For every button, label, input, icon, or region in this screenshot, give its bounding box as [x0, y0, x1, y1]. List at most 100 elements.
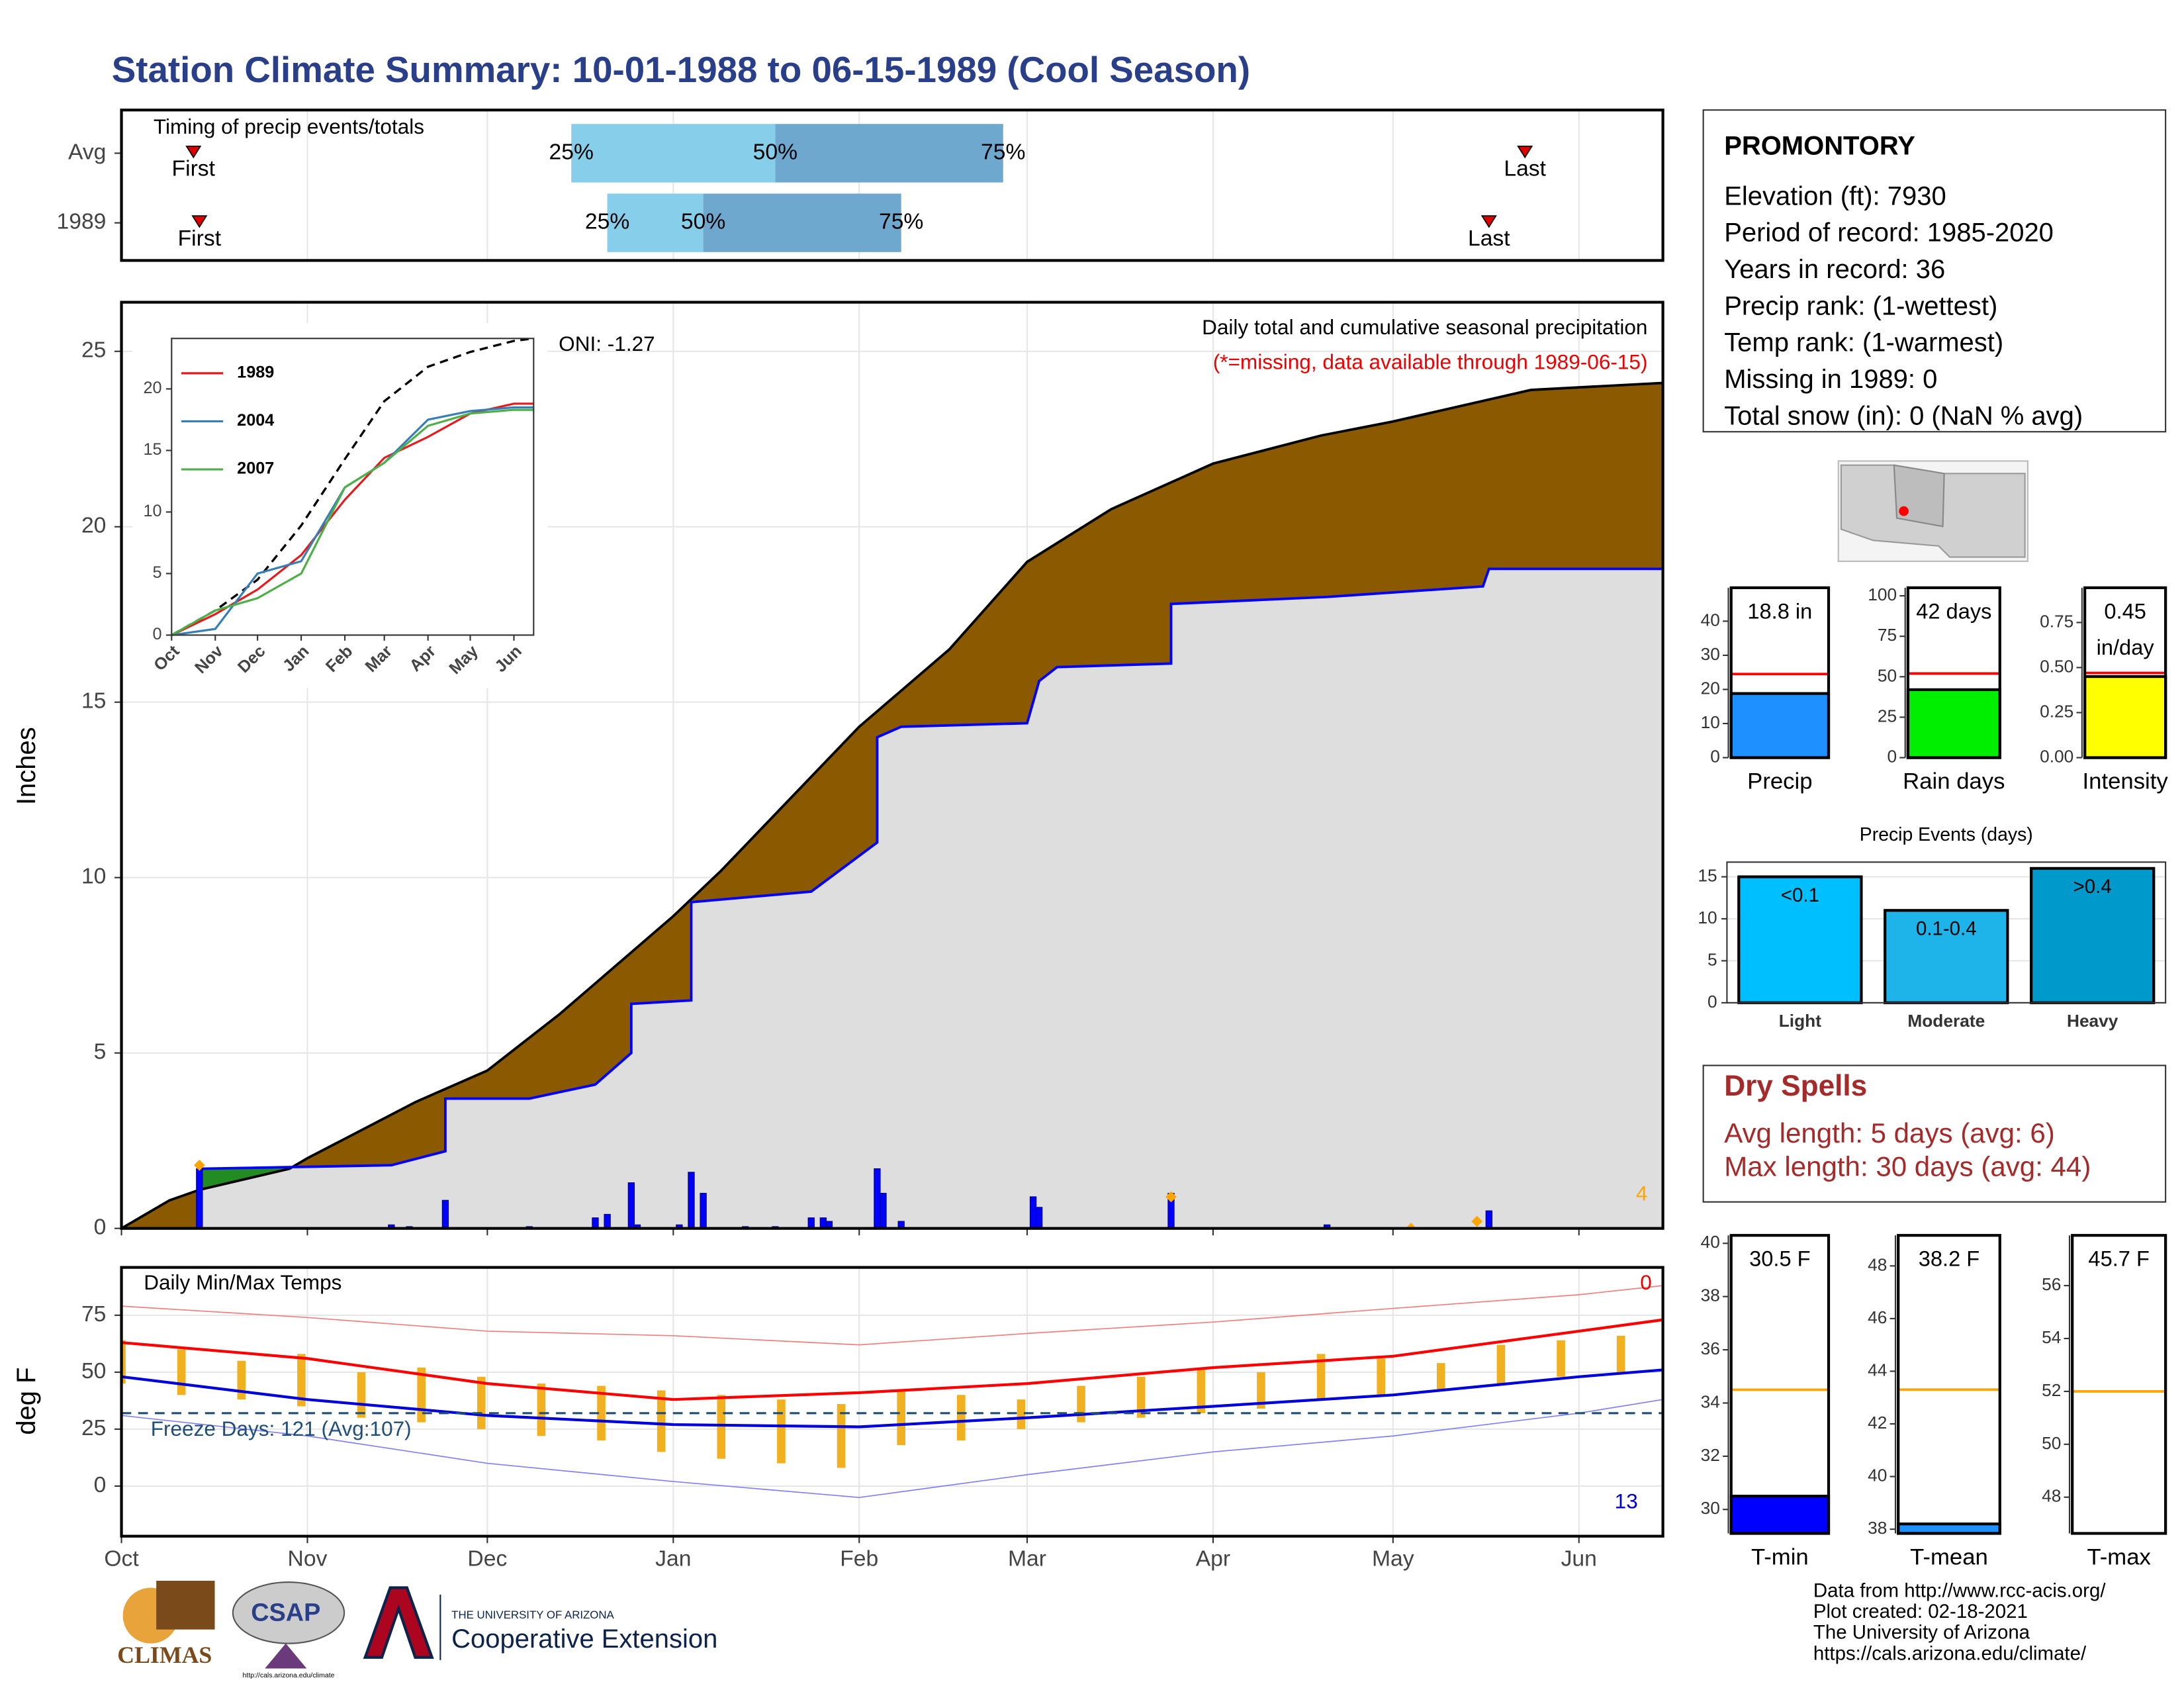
y-tick-label: 30 [1701, 644, 1720, 664]
daily-bar [700, 1193, 707, 1229]
station-box [1702, 109, 2167, 433]
daily-bar [441, 1199, 449, 1229]
quartile-label: 50% [753, 140, 797, 164]
avg-line [121, 381, 1663, 1229]
y-tick-label: 75 [1878, 625, 1897, 645]
y-tick-label: 48 [2042, 1486, 2061, 1506]
x-tick-label: Jan [655, 1546, 691, 1571]
temp-marks [121, 1285, 1663, 1499]
daily-bar [196, 1168, 203, 1229]
x-tick-label: Dec [467, 1546, 507, 1571]
gauge-bar [2083, 675, 2167, 759]
y-tick-label: 0 [153, 625, 162, 643]
daily-range [837, 1404, 846, 1468]
quartile-label: 75% [981, 140, 1025, 164]
station-line: Years in record: 36 [1724, 255, 1945, 284]
y-tick-label: 25 [81, 338, 106, 363]
class-label: 0.1-0.4 [1916, 918, 1977, 940]
season-line [121, 567, 1663, 1229]
y-tick-label: 0 [94, 1473, 107, 1497]
daily-range [477, 1376, 486, 1429]
temp-line [121, 1399, 1663, 1499]
gauge-bar [1729, 692, 1831, 759]
dry-spells-box [1702, 1064, 2167, 1203]
missing-marker [1165, 1191, 1177, 1203]
daily-range [1436, 1363, 1445, 1391]
daily-range [1496, 1344, 1506, 1384]
ua-text: THE UNIVERSITY OF ARIZONA [451, 1609, 614, 1621]
y-tick-label: 40 [1701, 610, 1720, 630]
value-label: 45.7 F [2088, 1246, 2149, 1271]
legend-label: 1989 [237, 363, 274, 382]
y-tick-label: 0 [1887, 746, 1897, 766]
row-label: 1989 [57, 210, 107, 234]
panel-frame [120, 301, 1664, 1230]
event-marker [191, 215, 208, 228]
temp-line [121, 1368, 1663, 1429]
panel-subtitle: (*=missing, data available through 1989-… [1213, 350, 1648, 373]
x-tick-label: Heavy [2067, 1011, 2118, 1031]
temp-line [121, 1285, 1663, 1346]
value-label: 38.2 F [1919, 1246, 1979, 1271]
value-label: 0.45 [2104, 598, 2146, 623]
temp-line [121, 1318, 1663, 1401]
gauge-frame [1729, 1234, 1831, 1535]
gauge-bar [1906, 688, 2001, 759]
y-tick-label: 5 [1707, 949, 1717, 969]
daily-bar [807, 1217, 815, 1229]
quartile-bar [775, 124, 1003, 183]
panel-frame [1726, 861, 2167, 1004]
panel-title: Daily Min/Max Temps [144, 1270, 341, 1294]
daily-bar [1035, 1207, 1043, 1229]
panel-frame [120, 1266, 1664, 1538]
y-tick-label: 54 [2042, 1327, 2061, 1347]
row-label: Avg [68, 140, 106, 164]
gauge-frame [2083, 586, 2167, 759]
station-line: Temp rank: (1-warmest) [1724, 328, 2003, 357]
y-tick-label: 0.50 [2040, 656, 2073, 676]
daily-range [597, 1385, 606, 1441]
inset-frame [171, 338, 535, 636]
y-tick-label: 46 [1868, 1307, 1887, 1327]
daily-bar [819, 1217, 827, 1229]
footer-line: The University of Arizona [1813, 1622, 2030, 1644]
daily-bar [1323, 1224, 1331, 1229]
daily-range [1316, 1354, 1326, 1400]
daily-range [297, 1354, 306, 1407]
y-tick-label: 20 [1701, 678, 1720, 698]
y-tick-label: 44 [1868, 1360, 1887, 1380]
daily-bar [388, 1224, 395, 1229]
gauge-label: Precip [1747, 769, 1812, 794]
quartile-label: 25% [549, 140, 594, 164]
gauge-label: Intensity [2083, 769, 2169, 794]
event-label: First [178, 226, 222, 251]
y-tick-label: 5 [94, 1040, 107, 1064]
panel-title: Timing of precip events/totals [154, 115, 424, 138]
y-tick-label: 10 [81, 865, 106, 889]
daily-range [1616, 1335, 1625, 1372]
y-tick-label: 0 [1707, 992, 1717, 1011]
quartile-label: 50% [681, 210, 725, 234]
x-tick-label: Nov [288, 1546, 328, 1571]
oni: ONI: -1.27 [559, 332, 655, 355]
daily-bar [627, 1182, 635, 1229]
y-tick-label: 38 [1868, 1518, 1887, 1538]
y-tick-label: 40 [1701, 1232, 1720, 1252]
daily-bar [880, 1193, 887, 1229]
bar [1884, 909, 2009, 1004]
quartile-bar [607, 193, 704, 252]
daily-bar [1029, 1196, 1037, 1229]
daily-range [897, 1390, 905, 1446]
bar [1737, 875, 1863, 1004]
class-label: >0.4 [2073, 876, 2112, 898]
areas [121, 381, 1663, 1229]
ua-logo: THE UNIVERSITY OF ARIZONA Cooperative Ex… [363, 1586, 717, 1660]
daily-bar [676, 1224, 683, 1229]
daily-range [1136, 1376, 1146, 1418]
x-tick-label: Jun [1561, 1546, 1597, 1571]
y-tick-label: 36 [1701, 1338, 1720, 1358]
daily-range [1017, 1399, 1026, 1429]
gauge-frame [2071, 1234, 2167, 1535]
station-name: PROMONTORY [1724, 132, 1915, 161]
